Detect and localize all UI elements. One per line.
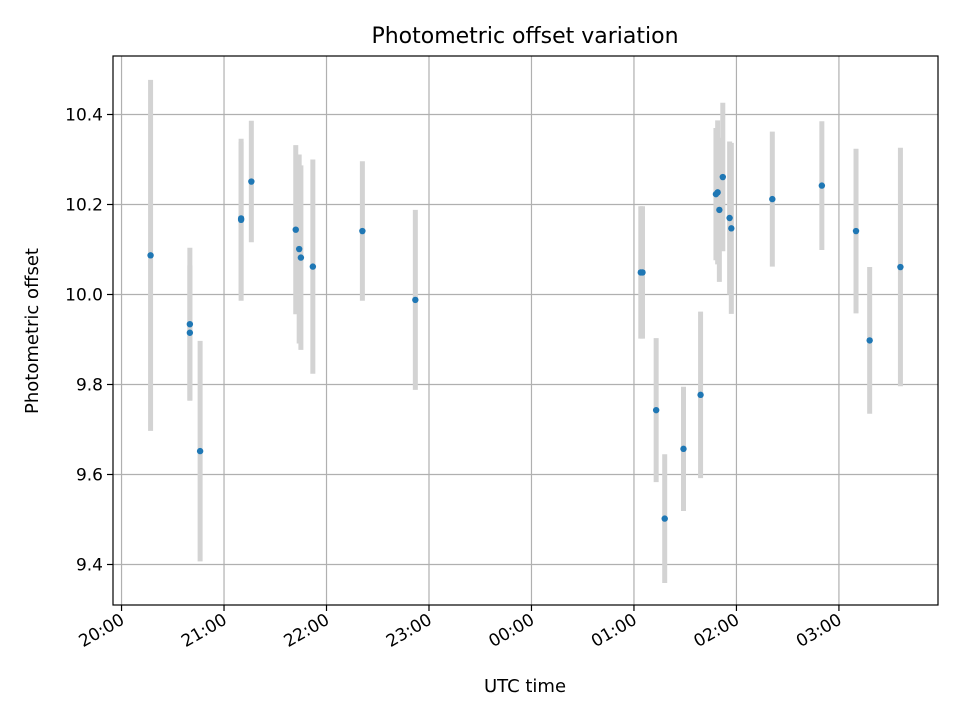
y-axis-ticks: 9.4 9.6 9.8 10.0 10.2 10.4 xyxy=(65,106,113,576)
gridlines xyxy=(113,56,938,605)
data-point xyxy=(661,515,668,522)
data-point xyxy=(652,406,660,414)
data-points xyxy=(147,173,904,522)
y-tick-label: 10.0 xyxy=(65,286,103,306)
plot-frame xyxy=(112,55,939,606)
data-point xyxy=(852,227,860,235)
data-point xyxy=(248,178,255,185)
data-point xyxy=(697,391,704,399)
data-point xyxy=(237,215,245,222)
y-axis-label: Photometric offset xyxy=(22,248,43,414)
data-point xyxy=(309,263,317,270)
y-tick-label: 9.6 xyxy=(76,466,103,486)
y-tick-label: 9.4 xyxy=(76,556,103,576)
data-point xyxy=(818,182,826,189)
data-point xyxy=(719,173,726,181)
data-point xyxy=(726,214,733,222)
data-point xyxy=(412,296,419,304)
data-point xyxy=(680,445,687,453)
data-point xyxy=(769,195,776,203)
y-tick-label: 9.8 xyxy=(76,376,103,396)
data-point xyxy=(292,226,299,233)
data-point xyxy=(866,337,873,344)
y-tick-label: 10.2 xyxy=(65,196,103,216)
data-point xyxy=(714,189,721,196)
chart-title: Photometric offset variation xyxy=(371,24,678,49)
data-point xyxy=(147,252,154,259)
data-point xyxy=(897,263,904,271)
data-point xyxy=(728,225,735,232)
y-tick-label: 10.4 xyxy=(65,106,103,126)
data-point xyxy=(295,245,303,253)
data-point xyxy=(196,447,204,455)
data-point xyxy=(639,269,646,276)
data-point xyxy=(186,329,194,336)
data-point xyxy=(359,227,366,235)
data-point xyxy=(297,254,305,261)
data-point xyxy=(716,206,723,214)
data-point xyxy=(186,321,194,328)
x-axis-label: UTC time xyxy=(484,676,566,697)
